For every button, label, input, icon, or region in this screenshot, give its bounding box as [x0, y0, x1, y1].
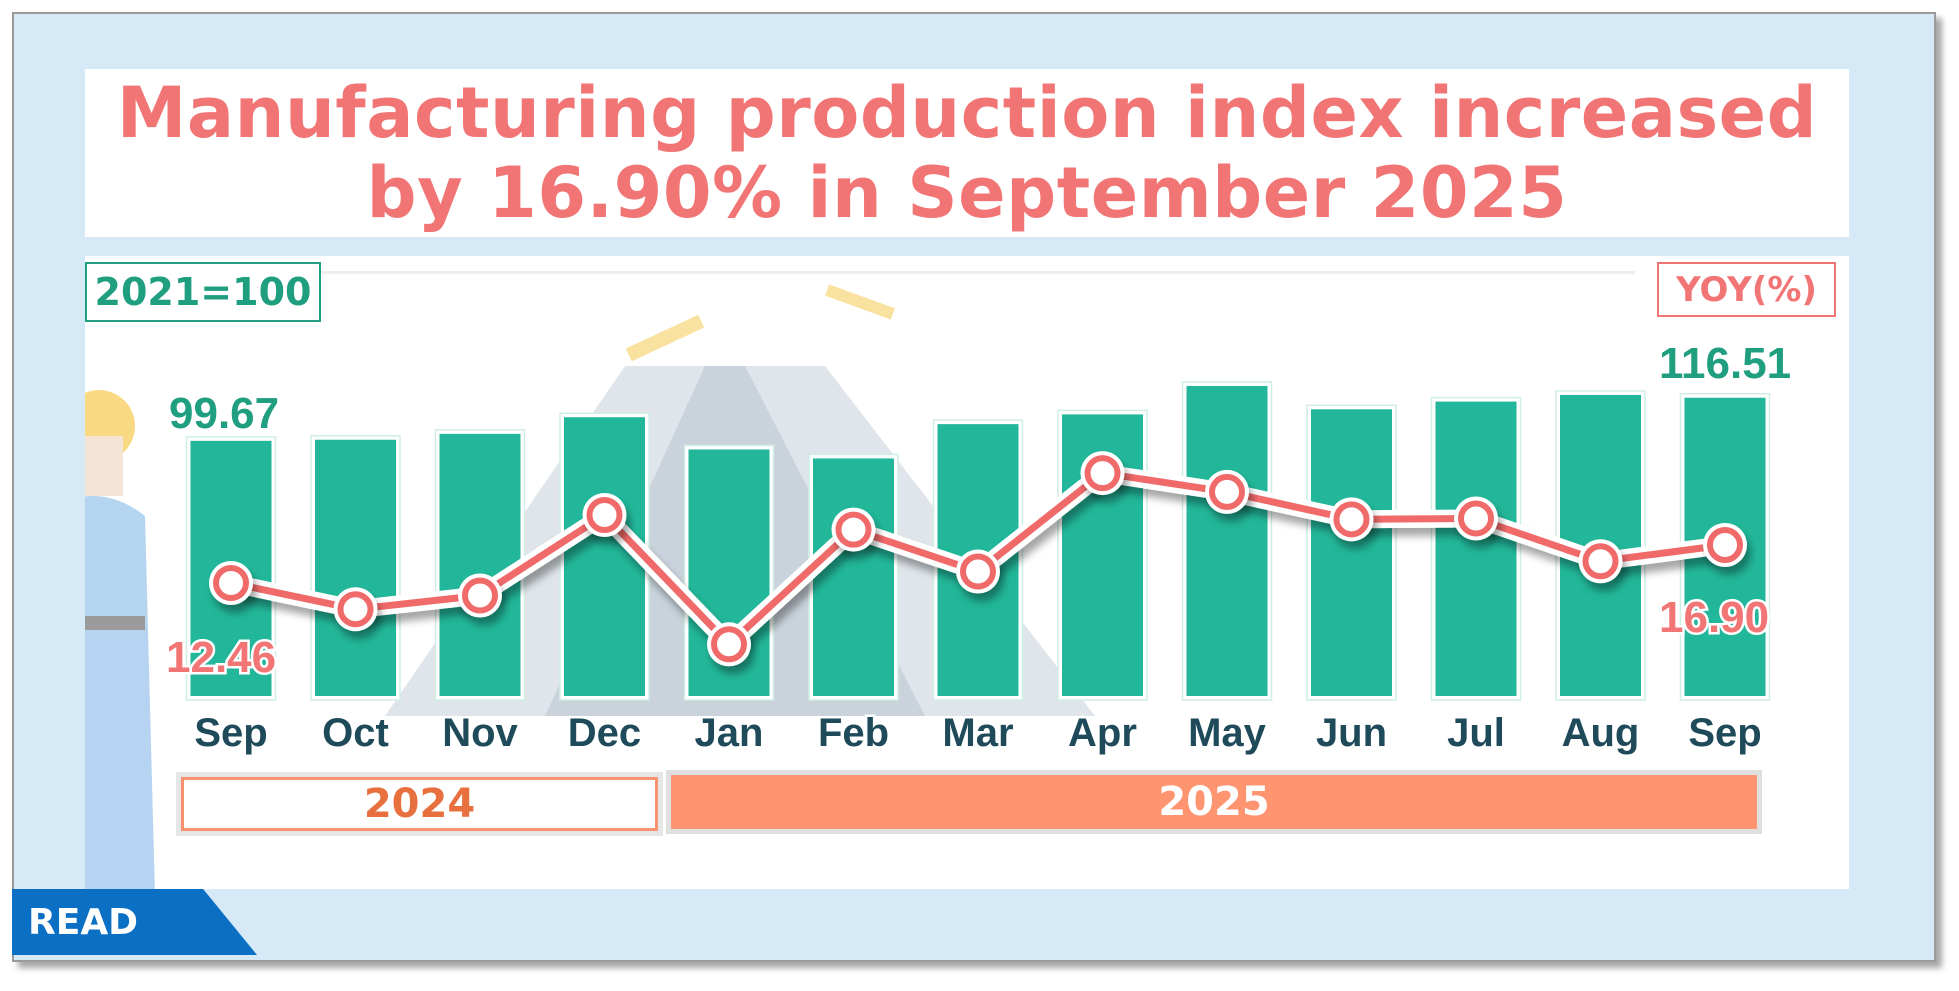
yoy-point-2 — [462, 577, 498, 614]
month-label: Mar — [942, 711, 1013, 755]
month-label: Jul — [1447, 711, 1505, 755]
yoy-point-11 — [1582, 543, 1619, 580]
month-label: Jun — [1316, 711, 1387, 755]
year-2024-band: 2024 — [181, 777, 658, 831]
yoy-label-last: 16.90 — [1659, 593, 1769, 642]
title-line-1: Manufacturing production index increased — [116, 72, 1818, 154]
chart-title: Manufacturing production index increased… — [117, 73, 1818, 233]
index-bar-9 — [1311, 409, 1392, 696]
month-label: Nov — [442, 711, 518, 755]
ceiling-line — [235, 271, 1635, 274]
index-label-last: 116.51 — [1659, 339, 1791, 388]
yoy-point-1 — [337, 591, 374, 628]
month-label: Oct — [322, 711, 389, 755]
yoy-label-first: 12.46 — [166, 633, 276, 682]
month-label: Aug — [1562, 711, 1640, 755]
index-bar-1 — [315, 439, 396, 696]
index-bar-3 — [564, 417, 645, 696]
title-box: Manufacturing production index increased… — [85, 69, 1849, 237]
index-bar-5 — [813, 458, 894, 696]
month-label: Apr — [1068, 711, 1137, 755]
index-label-first: 99.67 — [169, 389, 279, 438]
month-label: May — [1188, 711, 1267, 755]
plot: Sep Oct Nov Dec Jan Feb Mar Apr May Jun Jul Aug Sep 9… — [164, 337, 1794, 758]
title-line-2: by 16.90% in September 2025 — [366, 152, 1568, 234]
yoy-point-12 — [1707, 526, 1743, 563]
index-bar-10 — [1435, 401, 1517, 696]
yoy-point-10 — [1458, 500, 1494, 537]
month-label: Dec — [568, 711, 641, 755]
yoy-point-8 — [1209, 473, 1245, 510]
yoy-point-5 — [835, 511, 872, 548]
robot-arm-icon — [625, 284, 895, 362]
yoy-point-3 — [586, 497, 623, 534]
month-label: Feb — [818, 711, 889, 755]
yoy-point-7 — [1084, 455, 1121, 492]
year-2025-band: 2025 — [671, 775, 1757, 829]
month-label: Jan — [695, 711, 764, 755]
yoy-point-4 — [711, 626, 747, 663]
yoy-point-6 — [960, 553, 996, 590]
month-label: Sep — [194, 711, 267, 755]
index-bar-2 — [439, 433, 521, 696]
yoy-label: YOY(%) — [1657, 262, 1836, 317]
base-year-label: 2021=100 — [85, 262, 321, 322]
worker-icon — [85, 390, 155, 889]
month-label: Sep — [1688, 711, 1761, 755]
yoy-point-0 — [213, 565, 249, 601]
index-bar-8 — [1186, 385, 1268, 696]
yoy-point-9 — [1333, 501, 1370, 538]
